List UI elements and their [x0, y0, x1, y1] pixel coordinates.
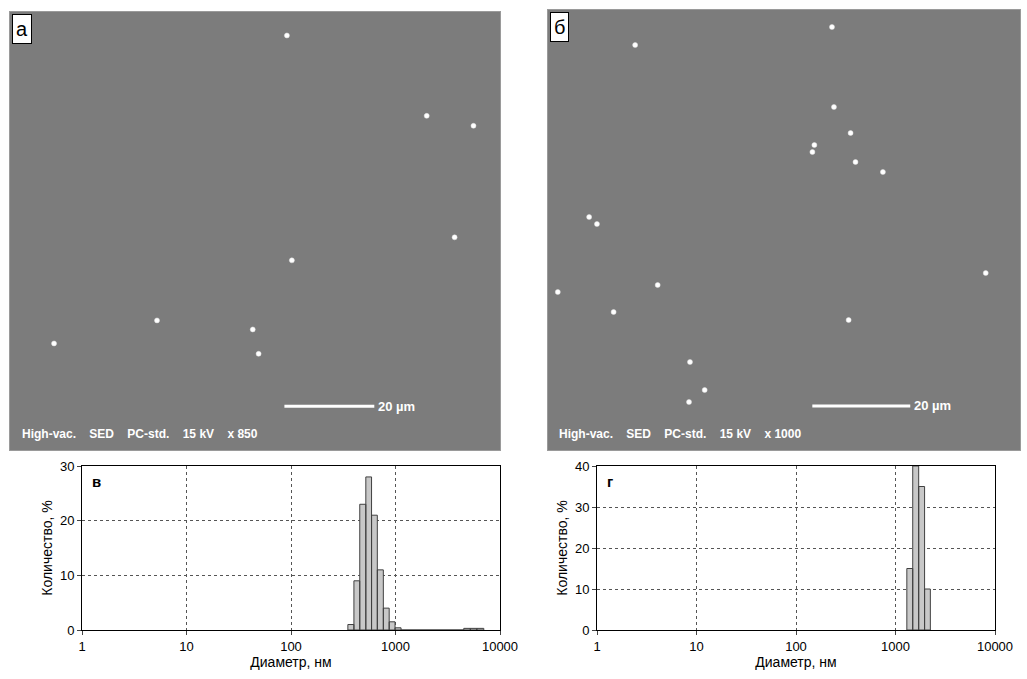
- svg-text:10: 10: [60, 568, 74, 583]
- svg-text:20 µm: 20 µm: [378, 399, 415, 414]
- svg-text:0: 0: [582, 623, 589, 638]
- svg-text:100: 100: [280, 639, 302, 654]
- svg-text:б: б: [554, 16, 565, 38]
- svg-text:Количество, %: Количество, %: [39, 500, 55, 595]
- svg-text:1000: 1000: [881, 639, 910, 654]
- svg-text:10: 10: [179, 639, 193, 654]
- svg-text:20: 20: [60, 513, 74, 528]
- svg-text:20: 20: [575, 541, 589, 556]
- svg-text:100: 100: [785, 639, 807, 654]
- svg-text:Диаметр, нм: Диаметр, нм: [250, 654, 331, 670]
- svg-text:High-vac. SED PC-std.: High-vac. SED PC-std. 15 kV x 850: [22, 427, 258, 441]
- svg-text:Диаметр, нм: Диаметр, нм: [755, 654, 836, 670]
- svg-text:High-vac. SED PC-std.: High-vac. SED PC-std. 15 kV x 1000: [559, 427, 801, 441]
- svg-text:30: 30: [60, 459, 74, 474]
- svg-text:1: 1: [593, 639, 600, 654]
- svg-text:10: 10: [689, 639, 703, 654]
- svg-text:0: 0: [67, 623, 74, 638]
- svg-text:10000: 10000: [977, 639, 1013, 654]
- svg-text:30: 30: [575, 500, 589, 515]
- svg-text:20 µm: 20 µm: [914, 398, 951, 413]
- svg-text:г: г: [607, 473, 613, 490]
- svg-text:1000: 1000: [381, 639, 410, 654]
- svg-text:1: 1: [78, 639, 85, 654]
- svg-text:в: в: [92, 473, 101, 490]
- svg-text:а: а: [16, 18, 28, 40]
- svg-text:10000: 10000: [482, 639, 518, 654]
- svg-text:40: 40: [575, 459, 589, 474]
- svg-text:Количество, %: Количество, %: [554, 500, 570, 595]
- svg-text:10: 10: [575, 582, 589, 597]
